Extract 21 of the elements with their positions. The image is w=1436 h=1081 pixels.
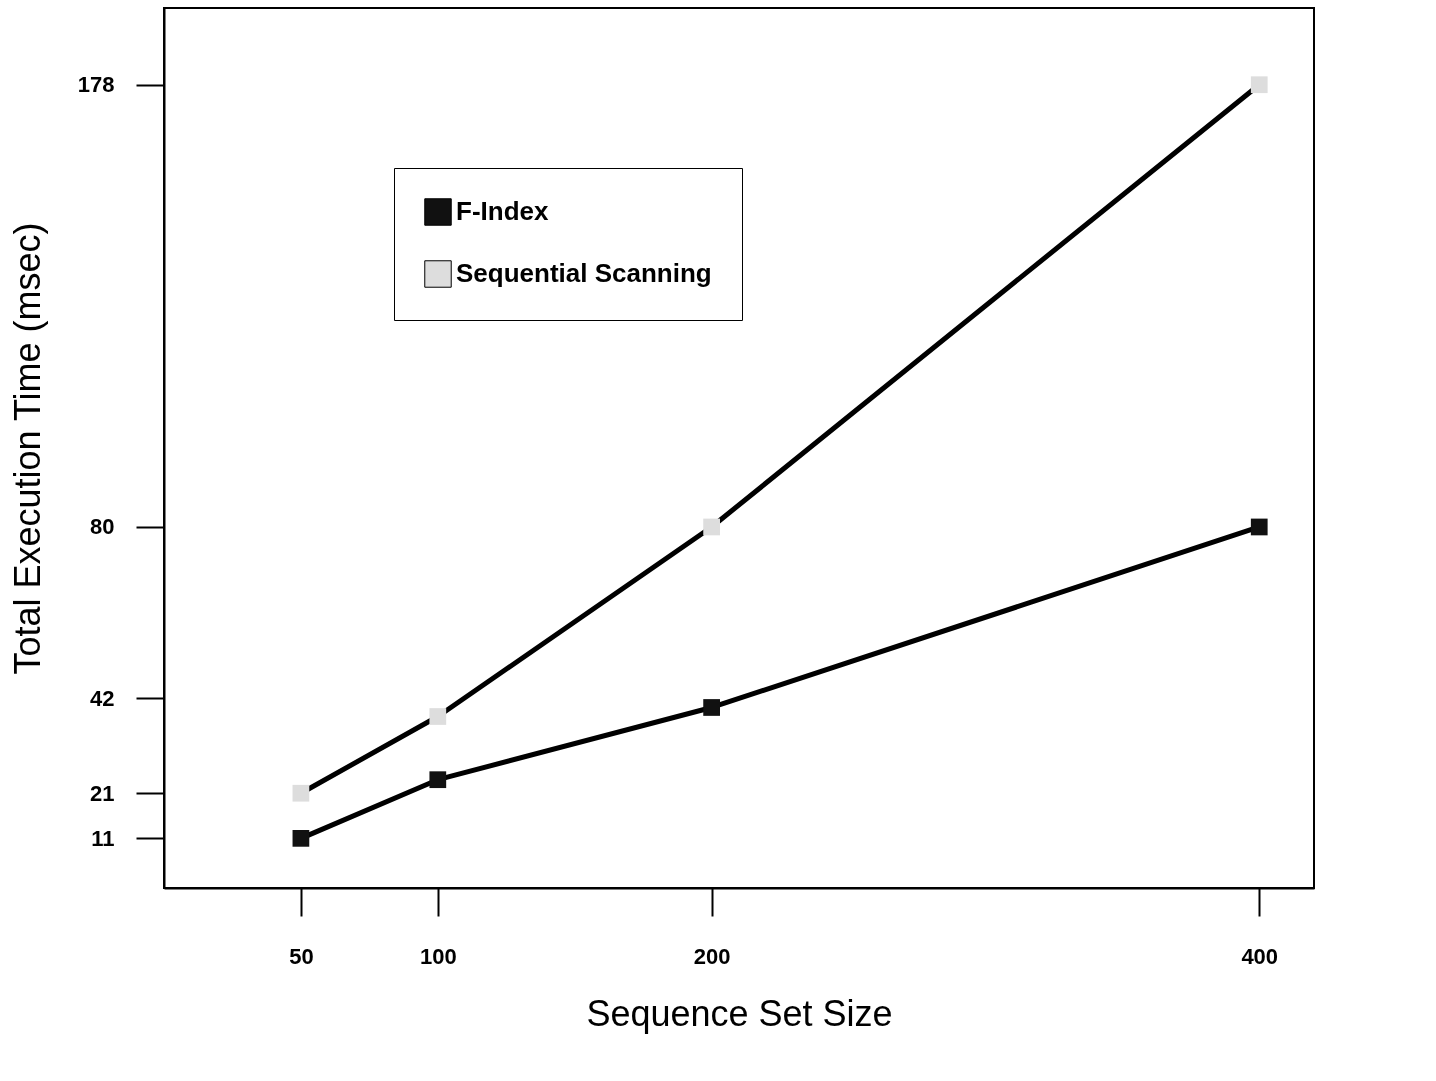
- x-tick-label: 50: [289, 943, 314, 969]
- legend-label: Sequential Scanning: [456, 258, 712, 288]
- point: [292, 784, 310, 802]
- point: [292, 829, 310, 847]
- point: [1250, 518, 1268, 536]
- x-tick-label: 200: [693, 943, 731, 969]
- y-tick-label: 42: [90, 685, 115, 711]
- legend-label: F-Index: [456, 196, 549, 226]
- point: [429, 708, 447, 725]
- point: [703, 699, 720, 716]
- x-axis-title: Sequence Set Size: [586, 992, 893, 1034]
- point: [1250, 76, 1268, 94]
- y-tick-label: 178: [77, 72, 115, 98]
- x-tick-label: 400: [1241, 943, 1279, 969]
- y-tick-label: 11: [91, 825, 115, 851]
- y-tick-label: 21: [90, 780, 115, 806]
- point: [429, 771, 447, 789]
- point: [703, 518, 720, 536]
- x-tick-label: 100: [419, 943, 457, 969]
- y-tick-label: 80: [90, 514, 115, 540]
- y-axis-title: Total Execution Time (msec): [6, 222, 48, 675]
